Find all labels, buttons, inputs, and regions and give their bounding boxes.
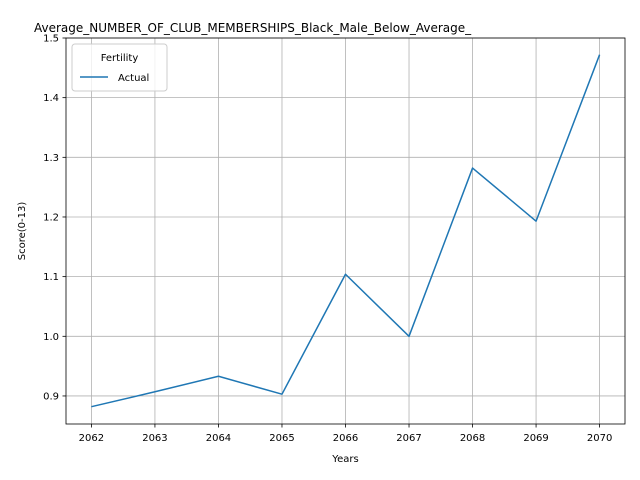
legend: Fertility Actual	[71, 43, 168, 92]
x-axis-ticks: 2062 2063 2064 2065 2066 2067 2068 2069 2070	[79, 424, 612, 444]
grid-lines	[66, 37, 625, 424]
legend-title: Fertility	[101, 53, 139, 64]
chart-title: Average_NUMBER_OF_CLUB_MEMBERSHIPS_Black…	[34, 21, 472, 35]
x-axis-label: Years	[331, 454, 358, 465]
series-line-actual	[91, 54, 601, 408]
legend-label-actual: Actual	[118, 73, 149, 84]
y-axis-label: Score(0-13)	[17, 202, 28, 261]
x-tick-label: 2063	[142, 433, 167, 444]
y-tick-label: 1.0	[43, 332, 59, 343]
x-tick-label: 2066	[333, 433, 358, 444]
x-tick-label: 2067	[396, 433, 421, 444]
x-tick-label: 2062	[79, 433, 104, 444]
x-tick-label: 2068	[460, 433, 485, 444]
y-tick-label: 1.4	[43, 93, 59, 104]
y-tick-label: 1.2	[43, 212, 59, 223]
x-tick-label: 2070	[587, 433, 612, 444]
y-tick-label: 1.3	[43, 153, 59, 164]
legend-box	[71, 43, 168, 92]
series-lines	[91, 54, 601, 408]
y-tick-label: 1.5	[43, 34, 59, 45]
y-tick-label: 0.9	[43, 391, 59, 402]
x-tick-label: 2069	[523, 433, 548, 444]
y-axis-ticks: 0.9 1.0 1.1 1.2 1.3 1.4 1.5	[43, 34, 66, 402]
x-tick-label: 2065	[269, 433, 294, 444]
y-tick-label: 1.1	[43, 272, 59, 283]
x-tick-label: 2064	[206, 433, 231, 444]
